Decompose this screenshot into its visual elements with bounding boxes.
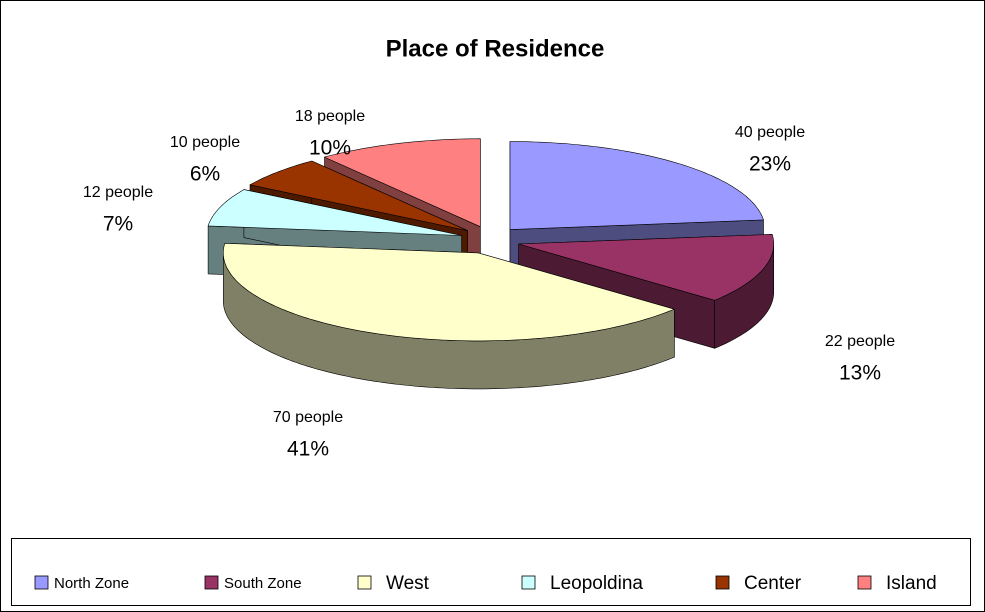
- slice-top: [509, 141, 764, 230]
- legend-swatch: [521, 575, 536, 590]
- legend-label: Center: [744, 573, 802, 594]
- slice-top: [223, 243, 675, 342]
- data-label-percent: 41%: [287, 438, 329, 461]
- data-label-percent: 6%: [190, 163, 220, 186]
- legend-label: West: [386, 573, 430, 594]
- legend-label: South Zone: [224, 575, 302, 592]
- data-label-percent: 10%: [309, 137, 351, 160]
- legend: North Zone South Zone West Leopoldina Center…: [34, 573, 937, 594]
- legend-label: Leopoldina: [550, 573, 643, 594]
- legend-frame: [11, 538, 971, 606]
- data-label: 22 people: [825, 333, 895, 350]
- legend-swatch: [357, 575, 372, 590]
- legend-swatch: [204, 575, 219, 590]
- slice-top: [518, 234, 775, 301]
- data-label-percent: 13%: [839, 362, 881, 385]
- slice-top: [324, 138, 481, 227]
- data-label: 12 people: [83, 184, 153, 201]
- data-label-percent: 23%: [749, 153, 791, 176]
- legend-label: Island: [886, 573, 937, 594]
- data-label: 40 people: [735, 124, 805, 141]
- chart-title: Place of Residence: [386, 35, 605, 62]
- labels: 40 people 23% 22 people 13% 70 people 41% 12 p…: [83, 108, 895, 460]
- pie: [207, 138, 775, 390]
- legend-swatch: [34, 575, 49, 590]
- data-label: 18 people: [295, 108, 365, 125]
- slice-top: [207, 189, 462, 236]
- data-label: 70 people: [273, 409, 343, 426]
- legend-swatch: [715, 575, 730, 590]
- legend-swatch: [857, 575, 872, 590]
- data-label: 10 people: [170, 134, 240, 151]
- legend-label: North Zone: [54, 575, 129, 592]
- data-label-percent: 7%: [103, 213, 133, 236]
- slice-top: [249, 160, 469, 231]
